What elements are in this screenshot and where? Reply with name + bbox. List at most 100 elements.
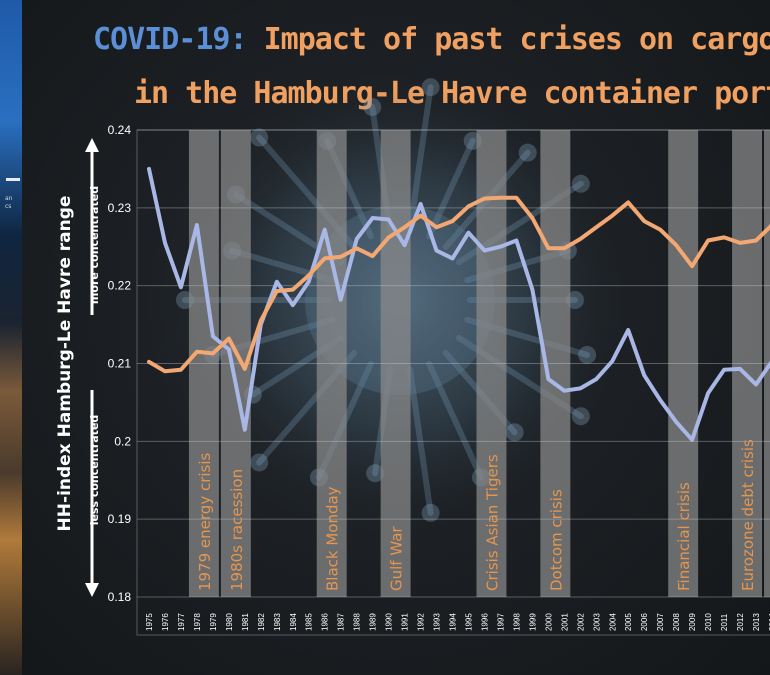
crisis-labels: 1979 energy crisis 1980s racession Black M… bbox=[196, 439, 757, 591]
logo-bar bbox=[6, 178, 20, 181]
y-axis-top-label: more concentrated bbox=[88, 186, 101, 304]
y-tick-label: 0.23 bbox=[108, 201, 132, 215]
plot-frame bbox=[136, 129, 770, 636]
x-tick-label: 1994 bbox=[449, 613, 458, 631]
series-line-1 bbox=[147, 195, 770, 374]
x-tick-label: 2009 bbox=[688, 613, 697, 631]
y-axis-title: HH-index Hamburg-Le Havre range bbox=[55, 196, 75, 532]
virus-spike-tip bbox=[363, 97, 382, 116]
x-tick-label: 1993 bbox=[433, 613, 442, 631]
crisis-label: Financial crisis bbox=[675, 482, 693, 591]
x-tick-label: 1978 bbox=[193, 613, 202, 631]
x-tick-label: 1999 bbox=[528, 613, 537, 631]
crisis-band-2 bbox=[316, 130, 347, 597]
x-tick-label: 1997 bbox=[496, 613, 505, 631]
x-tick-label: 1988 bbox=[353, 613, 362, 631]
x-tick-label: 2001 bbox=[560, 613, 569, 631]
virus-spike-tip bbox=[518, 143, 537, 162]
x-tick-label: 2002 bbox=[576, 613, 585, 631]
plot-border bbox=[136, 129, 770, 636]
arrow-down-head bbox=[85, 583, 99, 597]
crisis-label: Eurozone debt crisis bbox=[739, 439, 757, 591]
x-tick-label: 2011 bbox=[720, 613, 729, 631]
crisis-band-3 bbox=[380, 130, 411, 597]
x-tick-label: 2004 bbox=[608, 613, 617, 631]
arrow-up-head bbox=[85, 138, 99, 152]
y-tick-label: 0.2 bbox=[114, 434, 131, 448]
x-tick-label: 1998 bbox=[512, 613, 521, 631]
x-tick-label: 1983 bbox=[273, 613, 282, 631]
left-photo-strip: an cs bbox=[0, 0, 22, 675]
x-tick-label: 1976 bbox=[161, 613, 170, 631]
virus-spike bbox=[426, 137, 476, 240]
x-tick-label: 1984 bbox=[289, 613, 298, 631]
y-tick-label: 0.24 bbox=[108, 123, 132, 137]
x-tick-label: 2007 bbox=[656, 613, 665, 631]
crisis-band-7 bbox=[732, 130, 763, 597]
title-line-1-rest: Impact of past crises on cargo concent bbox=[263, 22, 770, 57]
x-tick-label: 2008 bbox=[672, 613, 681, 631]
virus-spike-tip bbox=[250, 128, 269, 147]
y-tick-label: 0.19 bbox=[108, 512, 132, 526]
virus-spike-tip bbox=[571, 174, 590, 193]
crisis-band-0 bbox=[188, 130, 219, 597]
y-axis-label-group: HH-index Hamburg-Le Havre range more conc… bbox=[55, 138, 101, 597]
crisis-label: 1980s racession bbox=[228, 469, 246, 591]
x-tick-label: 2005 bbox=[624, 613, 633, 631]
crisis-band-4 bbox=[476, 130, 507, 597]
virus-spike bbox=[406, 84, 434, 234]
y-tick-label: 0.22 bbox=[108, 279, 132, 293]
virus-spike-tip bbox=[578, 345, 597, 364]
x-tick-label: 1995 bbox=[464, 613, 473, 631]
crisis-label: Crisis Asian Tigers bbox=[483, 454, 501, 591]
crisis-label: 1979 energy crisis bbox=[196, 452, 214, 591]
virus-spike-tip bbox=[421, 503, 440, 522]
crisis-band-8 bbox=[764, 130, 770, 597]
x-tick-label: 1979 bbox=[209, 613, 218, 631]
crisis-bands bbox=[188, 130, 770, 597]
x-tick-label: 1989 bbox=[369, 613, 378, 631]
virus-spike-tip bbox=[571, 407, 590, 426]
chart-title-line-1: COVID-19: Impact of past crises on cargo… bbox=[93, 22, 770, 57]
series-line-0 bbox=[147, 166, 770, 442]
x-tick-label: 2014 bbox=[768, 613, 770, 631]
x-tick-label: 1975 bbox=[145, 613, 154, 631]
x-tick-label: 1985 bbox=[305, 613, 314, 631]
title-accent: COVID-19: bbox=[93, 22, 248, 57]
logo-text: an cs bbox=[5, 195, 13, 210]
x-tick-label: 1987 bbox=[337, 613, 346, 631]
x-tick-label: 2006 bbox=[640, 613, 649, 631]
x-tick-label: 2013 bbox=[752, 613, 761, 631]
crisis-label: Black Monday bbox=[324, 486, 342, 591]
virus-spike-tip bbox=[366, 464, 385, 483]
virus-spike-tip bbox=[421, 78, 440, 97]
y-axis: 0.18 0.19 0.2 0.21 0.22 0.23 0.24 bbox=[108, 123, 132, 604]
x-tick-label: 1982 bbox=[257, 613, 266, 631]
x-axis: 1975 1976 1977 1978 1979 1980 1981 1982 1983 1984… bbox=[145, 613, 770, 631]
crisis-band-6 bbox=[668, 130, 699, 597]
x-tick-label: 1977 bbox=[177, 613, 186, 631]
virus-spike-tip bbox=[250, 453, 269, 472]
x-tick-label: 2010 bbox=[704, 613, 713, 631]
y-tick-label: 0.18 bbox=[108, 590, 132, 604]
crisis-label: Gulf War bbox=[388, 526, 406, 591]
x-tick-label: 1980 bbox=[225, 613, 234, 631]
x-tick-label: 1986 bbox=[321, 613, 330, 631]
x-tick-label: 1990 bbox=[385, 613, 394, 631]
x-tick-label: 2000 bbox=[544, 613, 553, 631]
y-axis-bottom-label: less concentrated bbox=[88, 415, 101, 526]
virus-spike-tip bbox=[566, 291, 584, 309]
virus-spike bbox=[426, 360, 485, 481]
virus-spike-tip bbox=[505, 423, 524, 442]
x-tick-label: 2012 bbox=[736, 613, 745, 631]
x-tick-label: 2003 bbox=[592, 613, 601, 631]
y-tick-label: 0.21 bbox=[108, 357, 132, 371]
x-tick-label: 1992 bbox=[417, 613, 426, 631]
crisis-label: Dotcom crisis bbox=[547, 489, 565, 591]
series-lines bbox=[147, 166, 770, 442]
x-tick-label: 1981 bbox=[241, 613, 250, 631]
x-tick-label: 1996 bbox=[480, 613, 489, 631]
virus-spike bbox=[406, 366, 434, 516]
